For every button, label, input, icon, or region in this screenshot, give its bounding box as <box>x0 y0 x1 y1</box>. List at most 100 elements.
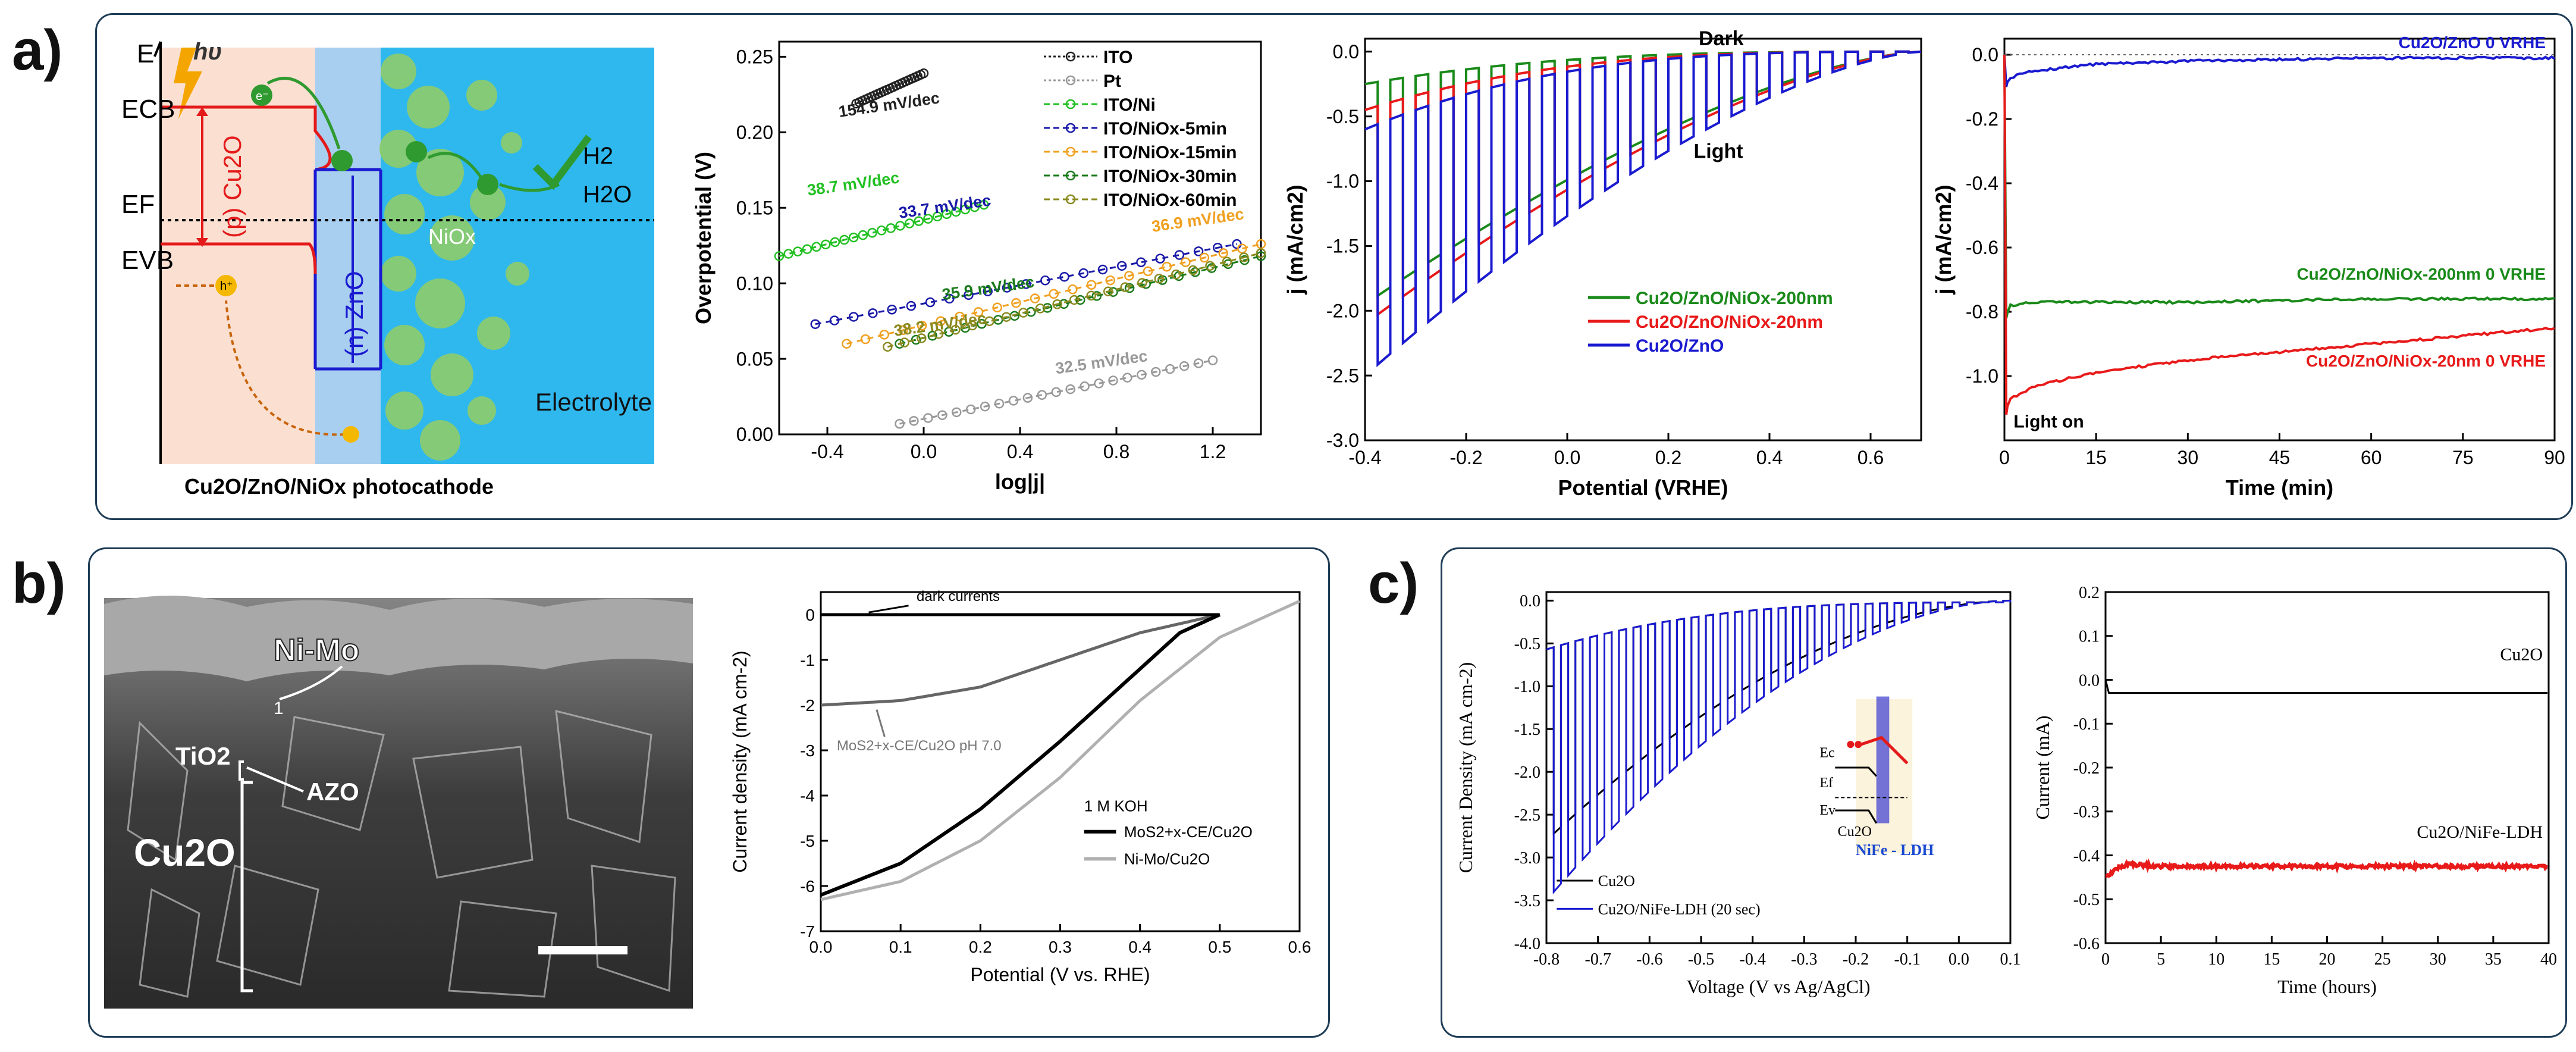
y-tick-label: -0.5 <box>1326 106 1359 127</box>
panel-label-c: c) <box>1368 551 1419 616</box>
plot-frame <box>2004 39 2555 440</box>
x-tick-label: 0.4 <box>1007 441 1033 462</box>
chopped-lsv-chart-c: -0.8 -0.7 -0.6 -0.5 -0.4 -0.3 -0.2 -0.1 0.0 0.10.… <box>1445 580 2028 1020</box>
stability-chart-a: 0 15 30 45 60 75 90 0.0 -0.2 -0.4 -0.6 -0.8 -1.0 Time… <box>1927 24 2564 506</box>
legend-label: ITO/Ni <box>1103 95 1156 115</box>
x-axis-title: log|j| <box>995 469 1045 494</box>
h2-label: H2 <box>583 143 613 169</box>
legend-label: Cu2O/ZnO/NiOx-20nm <box>1636 312 1823 332</box>
electrolyte-annotation: 1 M KOH <box>1084 797 1148 815</box>
x-tick-label: 0.0 <box>1949 950 1969 969</box>
y-axis-title: Current density (mA cm-2) <box>729 650 751 872</box>
scale-bar <box>538 946 627 954</box>
inset-ef: Ef <box>1819 775 1833 791</box>
y-tick-label: 0.25 <box>736 46 773 68</box>
y-tick-label: 0 <box>805 606 815 624</box>
legend-label: Cu2O/ZnO/NiOx-200nm <box>1636 289 1833 308</box>
y-tick-label: -0.8 <box>1966 301 1998 323</box>
plot-frame <box>821 592 1300 931</box>
x-tick-label: 20 <box>2319 950 2336 969</box>
y-tick-label: -7 <box>800 922 815 941</box>
chopped-lsv-chart-a: -0.4 -0.2 0.0 0.2 0.4 0.60.0-0.5-1.0-1.5-2.0-… <box>1279 24 1927 506</box>
y-tick-label: -0.6 <box>2073 935 2100 953</box>
y-tick-label: -0.2 <box>2073 759 2100 778</box>
y-tick-label: 0.20 <box>736 122 773 143</box>
y-tick-label: -5 <box>800 832 815 850</box>
photon-label: hυ <box>193 39 222 65</box>
inset-cu2o: Cu2O <box>1838 824 1872 840</box>
y-tick-label: -1.5 <box>1326 236 1359 257</box>
sem-image: Ni-Mo 1 TiO2 AZO Cu2O <box>104 580 693 1009</box>
y-tick-label: -1.0 <box>1326 171 1359 192</box>
legend-label: Pt <box>1103 71 1121 91</box>
ldh-hatch <box>1877 697 1890 824</box>
y-tick-label: -2.5 <box>1326 365 1359 386</box>
y-axis-title: Current Density (mA cm-2) <box>1455 662 1476 873</box>
y-tick-label: -0.5 <box>2073 891 2100 909</box>
y-tick-label: 0.0 <box>1333 41 1359 62</box>
x-tick-label: 10 <box>2208 950 2224 969</box>
slope-annotation: 38.7 mV/dec <box>806 168 900 199</box>
legend-label: Cu2O <box>1598 872 1635 890</box>
x-tick-label: 0.4 <box>1128 938 1151 956</box>
series-ito-niox-60min <box>883 249 1265 350</box>
series-label: Cu2O/ZnO/NiOx-200nm 0 VRHE <box>2296 265 2546 283</box>
x-tick-label: 0.6 <box>1858 447 1884 468</box>
x-tick-label: 90 <box>2544 447 2565 468</box>
y-tick-label: -2.0 <box>1514 763 1540 782</box>
legend-label: Ni-Mo/Cu2O <box>1124 850 1210 868</box>
x-tick-label: 60 <box>2361 447 2382 468</box>
y-tick-label: -0.3 <box>2073 803 2100 822</box>
ph7-annotation: MoS2+x-CE/Cu2O pH 7.0 <box>837 738 1002 754</box>
y-tick-label: 0.2 <box>2079 584 2100 602</box>
evb-label: EVB <box>121 246 174 275</box>
y-tick-label: -2.0 <box>1326 300 1359 321</box>
x-tick-label: 0.6 <box>1288 938 1311 956</box>
y-tick-label: -4.0 <box>1514 935 1540 953</box>
y-tick-label: -2.5 <box>1514 806 1540 825</box>
y-tick-label: 0.0 <box>1972 44 1998 65</box>
hole-label: h⁺ <box>220 280 233 293</box>
cu2o-region <box>161 48 315 464</box>
sem-label-tio2: TiO2 <box>175 742 231 770</box>
x-tick-label: 0.0 <box>1554 447 1580 468</box>
legend-label: Cu2O/ZnO <box>1636 336 1724 356</box>
x-tick-label: 0.2 <box>1655 447 1681 468</box>
stability-chart-c: 0 5 10 15 20 25 30 35 400.20.10.0-0.1-0.2-0.3-0.… <box>2022 580 2564 1020</box>
tafel-chart: -0.4 0.0 0.4 0.8 1.20.000.050.100.150.200.25… <box>678 24 1273 506</box>
ef-label: EF <box>121 190 155 219</box>
slope-annotation: 32.5 mV/dec <box>1054 347 1149 377</box>
series-line <box>2004 55 2555 87</box>
energy-axis-label: E <box>137 39 154 68</box>
x-tick-label: 0.5 <box>1208 938 1231 956</box>
annotation-arrow <box>869 606 909 612</box>
legend-label: ITO/NiOx-30min <box>1103 167 1237 186</box>
x-tick-label: -0.7 <box>1585 950 1611 969</box>
x-tick-label: 45 <box>2269 447 2291 468</box>
y-tick-label: -3.5 <box>1514 892 1540 910</box>
y-tick-label: 0.1 <box>2079 628 2100 646</box>
annotation-arrow <box>877 710 884 737</box>
dark-currents-annotation: dark currents <box>917 588 1000 605</box>
y-tick-label: -1.0 <box>1514 678 1540 696</box>
y-tick-label: 0.00 <box>736 424 773 445</box>
zno-region-label: (n) ZnO <box>340 271 368 357</box>
x-axis-title: Potential (VRHE) <box>1558 475 1728 500</box>
x-axis-title: Voltage (V vs Ag/AgCl) <box>1686 976 1870 997</box>
y-tick-label: -0.1 <box>2073 715 2100 734</box>
series-line <box>2106 680 2547 693</box>
legend-label: ITO/NiOx-60min <box>1103 190 1237 210</box>
cu2o-region-label: (p) Cu2O <box>218 135 246 238</box>
h2o-label: H2O <box>583 181 632 208</box>
x-tick-label: 0.0 <box>911 441 937 462</box>
inset-ec: Ec <box>1819 746 1834 761</box>
ecb-label: ECB <box>121 95 175 124</box>
series-label: Cu2O/ZnO 0 VRHE <box>2399 33 2546 52</box>
zno-region <box>315 48 381 464</box>
data-point <box>1209 356 1217 365</box>
x-tick-label: -0.4 <box>811 441 843 462</box>
x-tick-label: 0.4 <box>1756 447 1783 468</box>
x-tick-label: -0.5 <box>1688 950 1714 969</box>
electron-dot <box>1847 741 1854 748</box>
x-tick-label: 0 <box>2101 950 2110 969</box>
